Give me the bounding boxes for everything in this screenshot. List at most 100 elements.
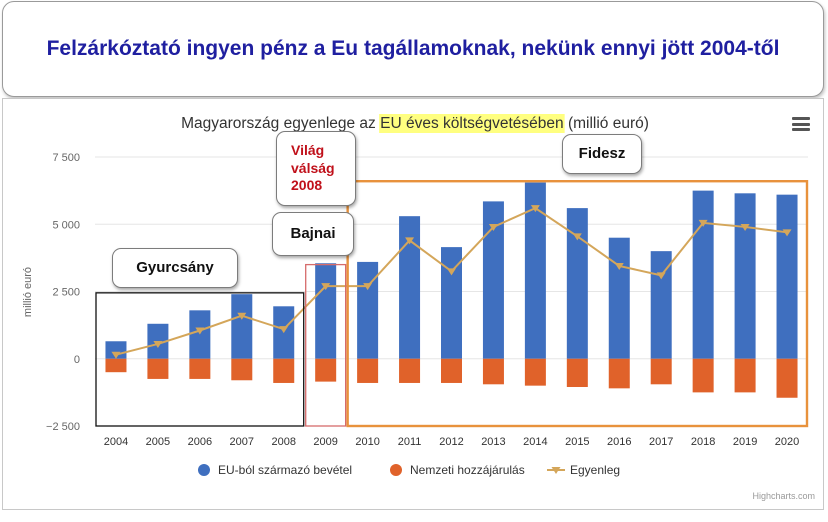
annotation-bajnai: Bajnai (272, 212, 354, 256)
legend-item-balance[interactable]: Egyenleg (547, 463, 620, 477)
balance-marker[interactable] (363, 283, 373, 291)
chart-title-highlight: EU éves költségvetésében (380, 115, 564, 132)
balance-marker[interactable] (740, 223, 750, 231)
balance-marker[interactable] (405, 237, 415, 245)
x-tick-label: 2009 (313, 436, 337, 448)
balance-marker[interactable] (530, 205, 540, 213)
contribution-bar[interactable] (357, 358, 379, 383)
title-highlight-mark (379, 114, 565, 133)
y-tick-label: 7 500 (52, 152, 80, 164)
contribution-bar[interactable] (776, 358, 798, 398)
contribution-bar[interactable] (441, 358, 462, 383)
balance-marker[interactable] (237, 312, 247, 320)
contribution-bar[interactable] (734, 358, 756, 393)
contribution-bar[interactable] (650, 358, 672, 385)
contribution-bar[interactable] (482, 358, 504, 385)
income-bar[interactable] (357, 261, 379, 359)
balance-marker[interactable] (782, 229, 792, 237)
annotation-crisis: Világ válság 2008 (276, 131, 356, 206)
hamburger-menu-icon[interactable] (792, 117, 810, 131)
contribution-bar[interactable] (147, 358, 169, 379)
legend-symbol (390, 464, 402, 476)
x-tick-label: 2017 (649, 436, 673, 448)
contribution-bar[interactable] (692, 358, 714, 393)
income-bar[interactable] (650, 251, 672, 359)
balance-marker[interactable] (279, 326, 289, 334)
contribution-bar[interactable] (231, 358, 253, 381)
x-tick-label: 2005 (146, 436, 170, 448)
balance-marker[interactable] (656, 272, 666, 280)
annotation-fidesz: Fidesz (562, 134, 642, 174)
y-tick-label: 5 000 (52, 219, 80, 231)
contribution-bar[interactable] (315, 358, 337, 382)
balance-marker[interactable] (447, 268, 456, 276)
income-bar[interactable] (776, 194, 798, 359)
income-bar[interactable] (482, 201, 504, 359)
bar-series (105, 182, 798, 398)
balance-marker[interactable] (321, 283, 331, 291)
highcharts-credit[interactable]: Highcharts.com (752, 491, 815, 501)
x-tick-label: 2016 (607, 436, 631, 448)
contribution-bar[interactable] (105, 358, 127, 373)
contribution-bar[interactable] (524, 358, 546, 386)
chart-title: Magyarország egyenlege az EU éves költsé… (181, 115, 649, 132)
contribution-bar[interactable] (273, 358, 295, 383)
income-bar[interactable] (399, 216, 421, 359)
legend-label[interactable]: Egyenleg (570, 463, 620, 477)
annotation-crisis-line2: válság (291, 159, 335, 176)
legend-item-contribution[interactable]: Nemzeti hozzájárulás (390, 463, 525, 477)
income-bar[interactable] (734, 193, 756, 359)
income-bar[interactable] (315, 263, 337, 359)
chart-title-start: Magyarország egyenlege az (181, 115, 380, 132)
balance-series (111, 205, 792, 359)
income-bar[interactable] (524, 182, 546, 359)
x-tick-label: 2012 (439, 436, 463, 448)
x-tick-label: 2019 (733, 436, 757, 448)
y-axis: −2 500 0 2 500 5 000 7 500 (46, 152, 80, 433)
balance-marker[interactable] (572, 233, 582, 241)
income-bar[interactable] (608, 237, 630, 359)
x-tick-label: 2007 (230, 436, 254, 448)
balance-marker[interactable] (488, 223, 498, 231)
x-tick-label: 2020 (775, 436, 799, 448)
x-tick-label: 2013 (481, 436, 505, 448)
income-bar[interactable] (231, 294, 253, 359)
x-tick-label: 2004 (104, 436, 128, 448)
legend-label[interactable]: EU-ból származó bevétel (218, 463, 352, 477)
legend-item-income[interactable]: EU-ból származó bevétel (198, 463, 352, 477)
y-axis-label: millió euró (22, 267, 34, 317)
x-axis: 2004 2005 2006 2007 2008 2009 2010 2011 2012 2013… (104, 436, 800, 448)
legend-marker (551, 467, 561, 474)
chart-title-end: (millió euró) (564, 115, 649, 132)
contribution-bar[interactable] (189, 358, 211, 379)
annotation-gyurcsany: Gyurcsány (112, 248, 238, 288)
annotation-crisis-line1: Világ (291, 142, 325, 159)
x-tick-label: 2006 (188, 436, 212, 448)
box-fidesz (346, 180, 809, 428)
income-bar[interactable] (692, 190, 714, 359)
box-crisis (305, 263, 347, 427)
balance-marker[interactable] (111, 351, 121, 359)
x-tick-label: 2010 (355, 436, 379, 448)
contribution-bar[interactable] (566, 358, 588, 387)
headline-box: Felzárkóztató ingyen pénz a Eu tagállamo… (2, 1, 824, 97)
legend-label[interactable]: Nemzeti hozzájárulás (410, 463, 525, 477)
balance-marker[interactable] (153, 340, 163, 348)
legend: EU-ból származó bevétel Nemzeti hozzájáru… (198, 463, 620, 477)
balance-marker[interactable] (195, 327, 205, 335)
box-gyurcsany (95, 292, 305, 427)
annotation-crisis-line3: 2008 (291, 177, 323, 194)
y-tick-label: −2 500 (46, 421, 80, 433)
income-bar[interactable] (189, 310, 211, 359)
page-headline: Felzárkóztató ingyen pénz a Eu tagállamo… (46, 36, 780, 60)
x-tick-label: 2011 (398, 436, 422, 448)
x-tick-label: 2008 (271, 436, 295, 448)
y-tick-label: 2 500 (52, 287, 80, 299)
balance-marker[interactable] (614, 262, 624, 270)
balance-marker[interactable] (698, 219, 708, 227)
y-tick-label: 0 (74, 354, 80, 366)
contribution-bar[interactable] (399, 358, 421, 383)
contribution-bar[interactable] (608, 358, 630, 389)
income-bar[interactable] (441, 247, 462, 359)
income-bar[interactable] (566, 208, 588, 359)
